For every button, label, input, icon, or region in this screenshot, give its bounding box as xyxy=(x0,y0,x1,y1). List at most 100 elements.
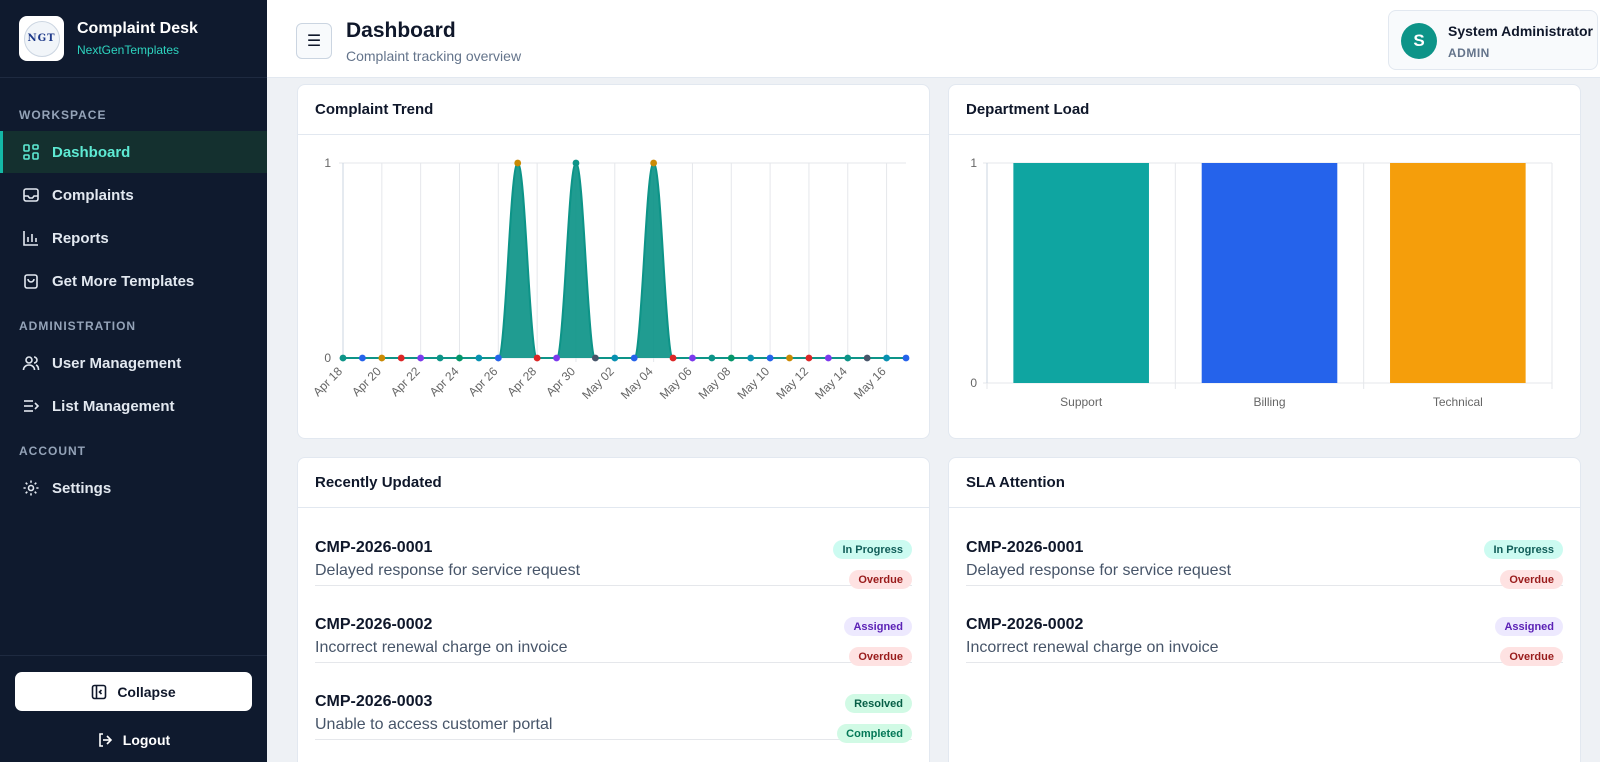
trend-point[interactable] xyxy=(475,354,483,362)
list-item[interactable]: CMP-2026-0003 Unable to access customer p… xyxy=(315,663,912,743)
sidebar-item-reports[interactable]: Reports xyxy=(0,217,267,259)
y-tick-label: 1 xyxy=(324,156,331,170)
y-tick-label: 0 xyxy=(970,376,977,390)
logout-icon xyxy=(98,733,112,747)
trend-point[interactable] xyxy=(786,354,793,362)
section-label-administration: ADMINISTRATION xyxy=(19,319,137,333)
trend-point[interactable] xyxy=(708,354,716,362)
logout-button[interactable]: Logout xyxy=(15,725,252,755)
user-name: System Administrator xyxy=(1448,23,1593,39)
trend-point[interactable] xyxy=(533,354,541,362)
trend-point[interactable] xyxy=(572,159,580,167)
complaint-id: CMP-2026-0002 xyxy=(315,616,433,633)
shopping-bag-icon xyxy=(24,274,38,289)
sidebar-item-list-management[interactable]: List Management xyxy=(0,385,267,427)
department-bar[interactable] xyxy=(1201,163,1338,383)
trend-point[interactable] xyxy=(844,354,852,362)
sidebar-item-label: Dashboard xyxy=(52,143,131,161)
trend-point[interactable] xyxy=(436,354,444,362)
list-item[interactable]: CMP-2026-0002 Incorrect renewal charge on… xyxy=(315,586,912,666)
trend-point[interactable] xyxy=(630,354,638,362)
trend-point[interactable] xyxy=(824,354,832,362)
trend-point[interactable] xyxy=(397,354,405,362)
sidebar-item-label: Reports xyxy=(52,229,109,247)
trend-line xyxy=(343,161,906,359)
hamburger-icon: ☰ xyxy=(306,33,322,50)
trend-point[interactable] xyxy=(417,354,425,362)
trend-point[interactable] xyxy=(902,354,910,362)
complaint-id: CMP-2026-0002 xyxy=(966,616,1084,633)
list-item[interactable]: CMP-2026-0001 Delayed response for servic… xyxy=(966,509,1563,589)
status-badge: Resolved xyxy=(845,694,912,713)
trend-point[interactable] xyxy=(689,354,696,362)
sidebar-item-label: Complaints xyxy=(52,186,134,204)
avatar: S xyxy=(1401,23,1437,59)
sidebar-item-label: Get More Templates xyxy=(52,272,195,290)
complaint-description: Unable to access customer portal xyxy=(315,716,553,733)
section-label-account: ACCOUNT xyxy=(19,444,86,458)
trend-point[interactable] xyxy=(494,354,502,362)
trend-point[interactable] xyxy=(747,354,755,362)
trend-point[interactable] xyxy=(339,354,347,362)
department-load-chart: 0 1 Support Billing Technical xyxy=(970,156,1553,409)
department-bar[interactable] xyxy=(1013,163,1149,383)
trend-point[interactable] xyxy=(553,354,560,362)
logo-mark: NGT xyxy=(23,20,60,57)
x-tick-label: May 06 xyxy=(657,364,695,402)
users-icon xyxy=(22,356,40,371)
sidebar-item-dashboard[interactable]: Dashboard xyxy=(0,131,267,173)
trend-point[interactable] xyxy=(611,354,619,362)
trend-point[interactable] xyxy=(591,354,599,362)
complaint-trend-chart: 0 1 Apr 18 Apr 20 Apr 22 Apr 24 Apr 26 Apr 28 Ap… xyxy=(310,156,910,402)
sidebar-divider xyxy=(0,655,267,656)
logo[interactable]: NGT xyxy=(19,16,64,61)
x-tick-label: May 02 xyxy=(579,364,617,402)
user-role: ADMIN xyxy=(1448,46,1490,60)
collapse-icon xyxy=(92,684,107,699)
list-item[interactable]: CMP-2026-0001 Delayed response for servic… xyxy=(315,509,912,589)
trend-point[interactable] xyxy=(805,354,813,362)
user-menu[interactable]: S System Administrator ADMIN xyxy=(1388,10,1598,70)
status-badge: In Progress xyxy=(833,540,912,559)
trend-point[interactable] xyxy=(863,354,871,362)
sidebar: NGT Complaint Desk NextGenTemplates WORK… xyxy=(0,0,267,762)
x-tick-label: Apr 24 xyxy=(427,364,462,399)
y-tick-label: 0 xyxy=(324,351,331,365)
sidebar-item-complaints[interactable]: Complaints xyxy=(0,174,267,216)
list-item[interactable]: CMP-2026-0002 Incorrect renewal charge on… xyxy=(966,586,1563,666)
sla-badge: Overdue xyxy=(1500,570,1563,589)
collapse-label: Collapse xyxy=(117,683,176,700)
x-tick-label: Billing xyxy=(1253,395,1285,409)
sidebar-item-get-more-templates[interactable]: Get More Templates xyxy=(0,260,267,302)
sla-attention-card: SLA Attention CMP-2026-0001 Delayed respo… xyxy=(948,457,1581,762)
card-title: Complaint Trend xyxy=(298,85,929,135)
sla-badge: Overdue xyxy=(1500,647,1563,666)
sidebar-item-label: List Management xyxy=(52,397,175,415)
complaint-description: Delayed response for service request xyxy=(966,562,1232,579)
collapse-button[interactable]: Collapse xyxy=(15,672,252,711)
sla-badge: Completed xyxy=(837,724,912,743)
gear-icon xyxy=(23,480,39,496)
menu-toggle-button[interactable]: ☰ xyxy=(296,23,332,59)
department-bar[interactable] xyxy=(1390,163,1526,383)
trend-point[interactable] xyxy=(883,354,890,362)
trend-point[interactable] xyxy=(456,354,463,362)
trend-point[interactable] xyxy=(359,354,366,362)
trend-area xyxy=(343,163,906,358)
trend-point[interactable] xyxy=(669,354,677,362)
trend-point[interactable] xyxy=(514,159,522,167)
complaint-trend-card: Complaint Trend 0 1 Apr 18 Apr 20 Apr 22 Apr … xyxy=(297,84,930,439)
x-tick-label: May 14 xyxy=(812,364,850,402)
sidebar-item-settings[interactable]: Settings xyxy=(0,467,267,509)
status-badge: In Progress xyxy=(1484,540,1563,559)
trend-point[interactable] xyxy=(766,354,774,362)
trend-point[interactable] xyxy=(727,354,735,362)
sidebar-item-label: User Management xyxy=(52,354,182,372)
y-tick-label: 1 xyxy=(970,156,977,170)
section-label-workspace: WORKSPACE xyxy=(19,108,107,122)
x-tick-label: May 12 xyxy=(773,364,811,402)
complaint-id: CMP-2026-0001 xyxy=(966,539,1084,556)
trend-point[interactable] xyxy=(378,354,386,362)
sidebar-item-user-management[interactable]: User Management xyxy=(0,342,267,384)
trend-point[interactable] xyxy=(650,159,658,167)
